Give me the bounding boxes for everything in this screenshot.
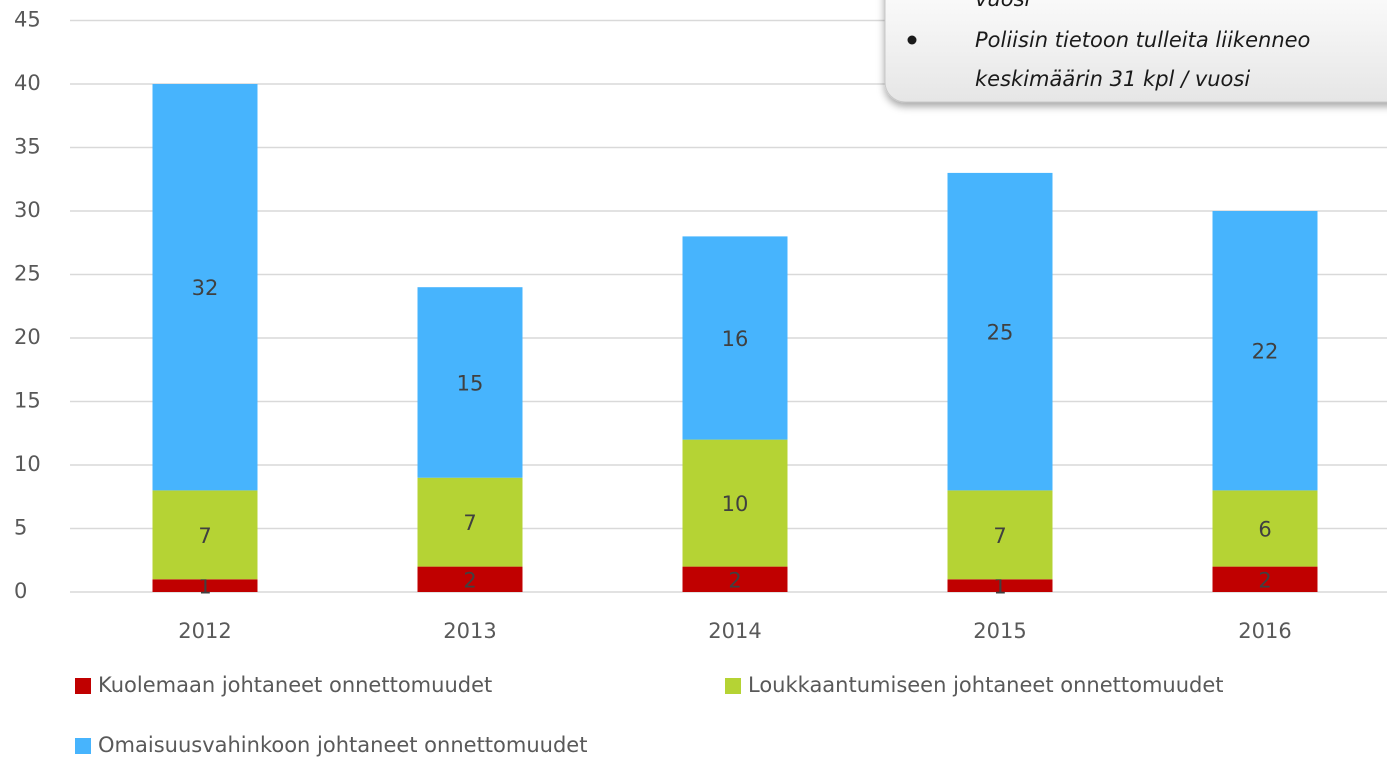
data-label: 16 bbox=[722, 327, 749, 351]
bar-segment bbox=[947, 172, 1053, 491]
data-label: 1 bbox=[993, 575, 1006, 599]
y-tick-label: 10 bbox=[14, 452, 41, 476]
bars: 2012 1 7 32 2013 2 7 15 2014 2 10 16 2015 1 7 25 2016 2 6 2… bbox=[152, 84, 1318, 643]
data-label: 25 bbox=[987, 321, 1014, 345]
data-label: 2 bbox=[728, 568, 741, 592]
bar-segment bbox=[682, 439, 788, 567]
data-label: 2 bbox=[463, 568, 476, 592]
y-tick-label: 15 bbox=[14, 389, 41, 413]
bar-segment bbox=[1212, 566, 1318, 592]
data-label: 7 bbox=[463, 511, 476, 535]
data-label: 2 bbox=[1258, 568, 1271, 592]
bar-segment bbox=[417, 287, 523, 478]
y-tick-label: 30 bbox=[14, 198, 41, 222]
y-tick-label: 5 bbox=[14, 516, 27, 540]
bar-segment bbox=[682, 566, 788, 592]
legend-label: Omaisuusvahinkoon johtaneet onnettomuude… bbox=[98, 733, 587, 757]
bar-segment bbox=[152, 490, 258, 580]
annotation-bg bbox=[884, 0, 1387, 103]
data-label: 22 bbox=[1252, 340, 1279, 364]
bar-segment bbox=[682, 236, 788, 440]
legend-swatch bbox=[75, 678, 91, 694]
y-tick-label: 35 bbox=[14, 135, 41, 159]
y-tick-label: 45 bbox=[14, 8, 41, 32]
x-tick-label: 2012 bbox=[178, 619, 231, 643]
annotation-text: vuosi bbox=[975, 0, 1031, 11]
bar-segment bbox=[1212, 490, 1318, 567]
data-label: 7 bbox=[993, 524, 1006, 548]
y-tick-label: 20 bbox=[14, 325, 41, 349]
y-tick-label: 25 bbox=[14, 262, 41, 286]
annotation-box: vuosi Poliisin tietoon tulleita liikenne… bbox=[884, 0, 1387, 103]
bar-segment bbox=[947, 490, 1053, 580]
data-label: 10 bbox=[722, 492, 749, 516]
legend-label: Loukkaantumiseen johtaneet onnettomuudet bbox=[748, 673, 1224, 697]
data-label: 32 bbox=[192, 276, 219, 300]
data-label: 7 bbox=[198, 524, 211, 548]
bar-segment bbox=[417, 477, 523, 567]
annotation-text: keskimäärin 31 kpl / vuosi bbox=[975, 67, 1250, 91]
legend-label: Kuolemaan johtaneet onnettomuudet bbox=[98, 673, 492, 697]
x-tick-label: 2015 bbox=[973, 619, 1026, 643]
legend-swatch bbox=[75, 738, 91, 754]
x-tick-label: 2013 bbox=[443, 619, 496, 643]
bar-segment bbox=[1212, 211, 1318, 491]
y-tick-label: 0 bbox=[14, 579, 27, 603]
bar-segment bbox=[152, 579, 258, 592]
annotation-text: Poliisin tietoon tulleita liikenneo bbox=[975, 28, 1310, 52]
bar-segment bbox=[417, 566, 523, 592]
y-tick-label: 40 bbox=[14, 71, 41, 95]
data-label: 15 bbox=[457, 371, 484, 395]
bar-segment bbox=[152, 84, 258, 491]
data-label: 6 bbox=[1258, 518, 1271, 542]
bullet bbox=[907, 35, 917, 45]
legend-swatch bbox=[725, 678, 741, 694]
x-tick-label: 2016 bbox=[1238, 619, 1291, 643]
x-tick-label: 2014 bbox=[708, 619, 761, 643]
data-label: 1 bbox=[198, 575, 211, 599]
bar-segment bbox=[947, 579, 1053, 592]
